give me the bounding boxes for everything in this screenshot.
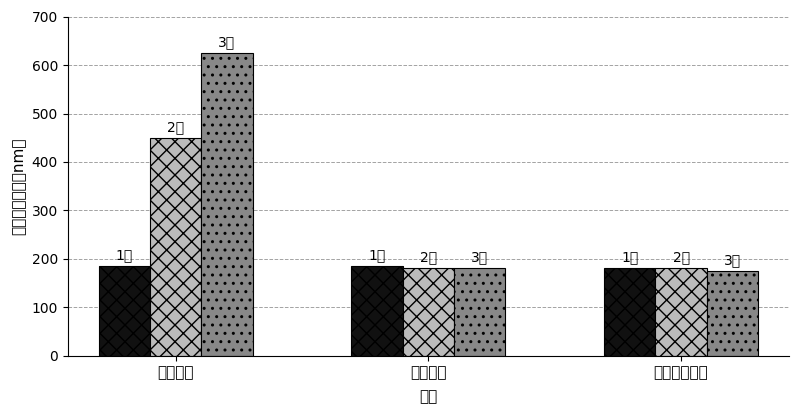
Text: 1月: 1月 <box>116 248 133 262</box>
Text: 3月: 3月 <box>724 253 741 267</box>
Bar <box>98 266 150 356</box>
Bar <box>604 268 655 356</box>
Text: 3月: 3月 <box>218 35 235 49</box>
Text: 1月: 1月 <box>368 248 386 262</box>
Bar <box>402 268 454 356</box>
Bar <box>150 138 202 356</box>
Bar <box>706 271 758 356</box>
Text: 3月: 3月 <box>471 250 488 264</box>
Y-axis label: 微粒纳米粒径（nm）: 微粒纳米粒径（nm） <box>11 137 26 235</box>
Text: 2月: 2月 <box>420 250 437 264</box>
Bar <box>351 266 402 356</box>
Text: 2月: 2月 <box>673 250 690 264</box>
Bar <box>202 53 253 356</box>
Text: 2月: 2月 <box>167 120 184 134</box>
Bar <box>655 268 706 356</box>
Text: 1月: 1月 <box>621 250 638 264</box>
X-axis label: 抽样: 抽样 <box>419 389 438 404</box>
Bar <box>454 268 506 356</box>
